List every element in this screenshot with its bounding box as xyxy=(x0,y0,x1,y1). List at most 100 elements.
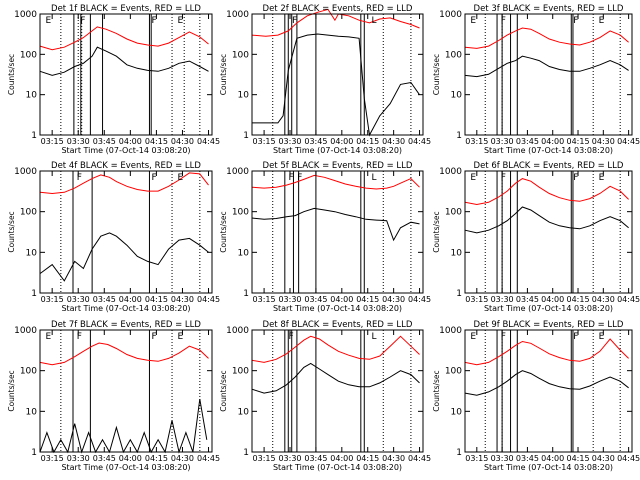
y-tick-label: 1000 xyxy=(439,326,462,336)
x-axis-label: Start Time (07-Oct-14 03:08:20) xyxy=(61,146,190,155)
marker-letter: F xyxy=(151,173,156,183)
x-tick-label: 03:15 xyxy=(41,454,64,463)
marker-letter: E xyxy=(178,173,184,183)
y-tick-label: 100 xyxy=(20,208,37,218)
x-tick-label: 04:30 xyxy=(592,295,615,304)
y-axis-label: Counts/sec xyxy=(432,54,441,95)
plot-frame xyxy=(251,329,424,453)
x-tick-label: 04:15 xyxy=(566,454,589,463)
y-tick-label: 1 xyxy=(456,289,462,299)
marker-letter: E xyxy=(178,16,184,26)
x-tick-label: 04:15 xyxy=(145,295,168,304)
series-line-events xyxy=(464,370,629,396)
x-tick-label: 03:45 xyxy=(304,454,327,463)
x-tick-label: 04:00 xyxy=(541,454,564,463)
y-tick-label: 1 xyxy=(31,131,37,141)
y-tick-label: 10 xyxy=(451,91,463,101)
panel-title: Det 5f BLACK = Events, RED = LLD xyxy=(263,161,413,171)
x-tick-label: 04:30 xyxy=(171,454,194,463)
x-tick-label: 03:30 xyxy=(67,454,90,463)
x-tick-label: 04:45 xyxy=(197,137,220,146)
x-tick-label: 04:00 xyxy=(119,454,142,463)
x-tick-label: 04:00 xyxy=(330,295,353,304)
x-tick-label: 04:45 xyxy=(197,454,220,463)
series-line-events xyxy=(39,46,209,76)
plot-frame xyxy=(464,13,633,136)
x-tick-label: 04:30 xyxy=(592,137,615,146)
x-tick-label: 04:30 xyxy=(382,295,405,304)
x-axis-label: Start Time (07-Oct-14 03:08:20) xyxy=(273,146,402,155)
y-tick-label: 1 xyxy=(31,289,37,299)
panel-det-3: 1 10 100 1000 03:15 03:30 03:45 04:00 04:15 04:30… xyxy=(432,4,640,155)
y-tick-label: 1 xyxy=(243,131,249,141)
series-line-lld xyxy=(251,8,420,37)
y-axis-label: Counts/sec xyxy=(219,54,228,95)
series-line-lld xyxy=(39,26,209,51)
marker-letter: E xyxy=(470,16,476,26)
y-axis-label: Counts/sec xyxy=(432,370,441,411)
y-tick-label: 10 xyxy=(26,91,38,101)
panel-title: Det 7f BLACK = Events, RED = LLD xyxy=(51,320,201,330)
y-axis-label: Counts/sec xyxy=(432,211,441,252)
x-tick-label: 03:45 xyxy=(93,295,116,304)
series-line-lld xyxy=(464,27,629,49)
marker-letter: F xyxy=(292,16,297,26)
x-tick-label: 04:15 xyxy=(356,295,379,304)
x-tick-label: 03:45 xyxy=(304,137,327,146)
y-axis-label: Counts/sec xyxy=(219,370,228,411)
y-tick-label: 100 xyxy=(232,367,249,377)
series-line-events xyxy=(39,232,209,282)
y-tick-label: 1 xyxy=(243,289,249,299)
marker-letter: L xyxy=(371,173,376,183)
x-tick-label: 04:45 xyxy=(617,137,640,146)
x-axis-label: Start Time (07-Oct-14 03:08:20) xyxy=(61,304,190,313)
x-tick-label: 04:00 xyxy=(119,295,142,304)
x-tick-label: 03:15 xyxy=(465,295,488,304)
series-line-lld xyxy=(39,172,209,195)
panel-det-8: 1 10 100 1000 03:15 03:30 03:45 04:00 04:15 04:30… xyxy=(219,320,431,472)
x-axis-label: Start Time (07-Oct-14 03:08:20) xyxy=(61,463,190,472)
x-axis-label: Start Time (07-Oct-14 03:08:20) xyxy=(484,463,613,472)
x-tick-label: 04:30 xyxy=(171,137,194,146)
plot-frame xyxy=(39,329,213,453)
x-tick-label: 04:15 xyxy=(356,454,379,463)
y-axis-label: Counts/sec xyxy=(219,211,228,252)
y-tick-label: 100 xyxy=(20,367,37,377)
marker-letter: F xyxy=(151,332,156,342)
y-axis-label: Counts/sec xyxy=(7,54,16,95)
series-line-events xyxy=(252,33,420,137)
marker-letter: E xyxy=(45,332,51,342)
series-line-lld xyxy=(39,342,209,366)
x-tick-label: 03:15 xyxy=(465,454,488,463)
y-tick-label: 1 xyxy=(31,448,37,458)
plot-frame xyxy=(251,170,424,294)
x-tick-label: 04:00 xyxy=(541,137,564,146)
plot-frame xyxy=(39,13,213,136)
marker-letter: F xyxy=(151,16,156,26)
x-tick-label: 03:30 xyxy=(278,137,301,146)
x-tick-label: 03:15 xyxy=(465,137,488,146)
marker-letter: E xyxy=(45,16,51,26)
series-line-lld xyxy=(251,174,420,190)
y-tick-label: 100 xyxy=(445,208,462,218)
y-tick-label: 100 xyxy=(20,50,37,60)
y-tick-label: 1 xyxy=(456,448,462,458)
y-tick-label: 1000 xyxy=(226,10,249,20)
y-tick-label: 10 xyxy=(26,407,38,417)
x-tick-label: 04:45 xyxy=(408,454,431,463)
panel-title: Det 4f BLACK = Events, RED = LLD xyxy=(51,161,201,171)
marker-letter: E xyxy=(599,173,605,183)
y-tick-label: 100 xyxy=(445,50,462,60)
marker-letter: F xyxy=(501,173,506,183)
y-tick-label: 1 xyxy=(456,131,462,141)
marker-letter: E xyxy=(599,16,605,26)
y-axis-label: Counts/sec xyxy=(7,370,16,411)
y-tick-label: 1000 xyxy=(226,326,249,336)
x-tick-label: 04:15 xyxy=(566,137,589,146)
series-line-events xyxy=(251,362,420,394)
x-tick-label: 04:15 xyxy=(356,137,379,146)
series-line-events xyxy=(464,206,629,234)
marker-letter: E xyxy=(178,332,184,342)
x-tick-label: 04:45 xyxy=(408,295,431,304)
